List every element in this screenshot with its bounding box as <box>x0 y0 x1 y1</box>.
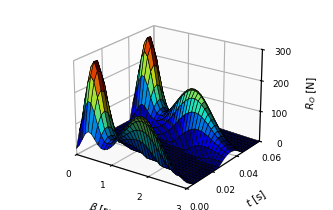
X-axis label: $\beta$ [rad]: $\beta$ [rad] <box>87 200 126 210</box>
Y-axis label: $t$ [s]: $t$ [s] <box>244 188 270 210</box>
